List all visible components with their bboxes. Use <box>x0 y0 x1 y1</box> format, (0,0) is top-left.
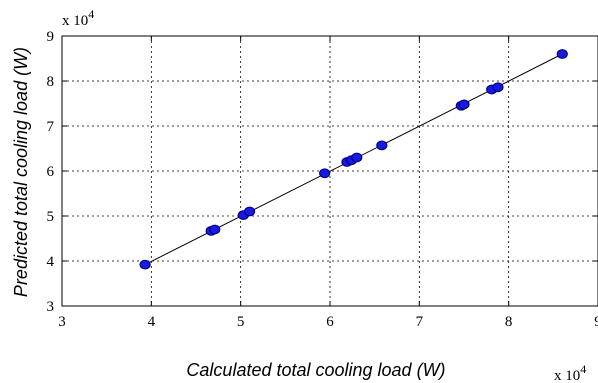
axis-ticks: 3 4 5 6 7 8 9 3 4 5 6 7 8 9 <box>47 29 598 330</box>
x-tick-label: 8 <box>505 314 513 330</box>
data-point <box>351 152 363 163</box>
data-point <box>376 140 388 151</box>
y-axis-label: Predicted total cooling load (W) <box>11 47 31 297</box>
y-tick-label: 4 <box>47 254 55 270</box>
x-multiplier-exponent: 4 <box>580 362 586 376</box>
data-point <box>556 49 568 59</box>
y-tick-label: 8 <box>47 74 55 90</box>
y-tick-label: 5 <box>47 209 55 225</box>
x-tick-label: 4 <box>148 314 156 330</box>
y-axis-multiplier: x 104 <box>62 7 94 29</box>
x-multiplier-base: x 10 <box>554 368 580 383</box>
x-tick-label: 6 <box>326 314 334 330</box>
data-points <box>139 49 568 270</box>
data-point <box>209 224 221 235</box>
data-point <box>319 168 331 179</box>
y-tick-label: 7 <box>47 119 55 135</box>
x-tick-label: 5 <box>237 314 245 330</box>
y-tick-label: 3 <box>47 299 55 315</box>
x-tick-label: 7 <box>416 314 424 330</box>
data-point <box>458 99 470 110</box>
x-tick-label: 3 <box>58 314 66 330</box>
data-point <box>139 259 151 270</box>
y-multiplier-exponent: 4 <box>88 7 94 21</box>
y-multiplier-base: x 10 <box>62 13 88 29</box>
x-tick-label: 9 <box>594 314 598 330</box>
x-axis-label: Calculated total cooling load (W) <box>186 360 445 380</box>
data-point <box>244 206 256 217</box>
y-tick-label: 9 <box>47 29 55 45</box>
data-point <box>492 82 504 93</box>
y-tick-label: 6 <box>47 164 55 180</box>
x-axis-multiplier: x 104 <box>554 362 586 383</box>
